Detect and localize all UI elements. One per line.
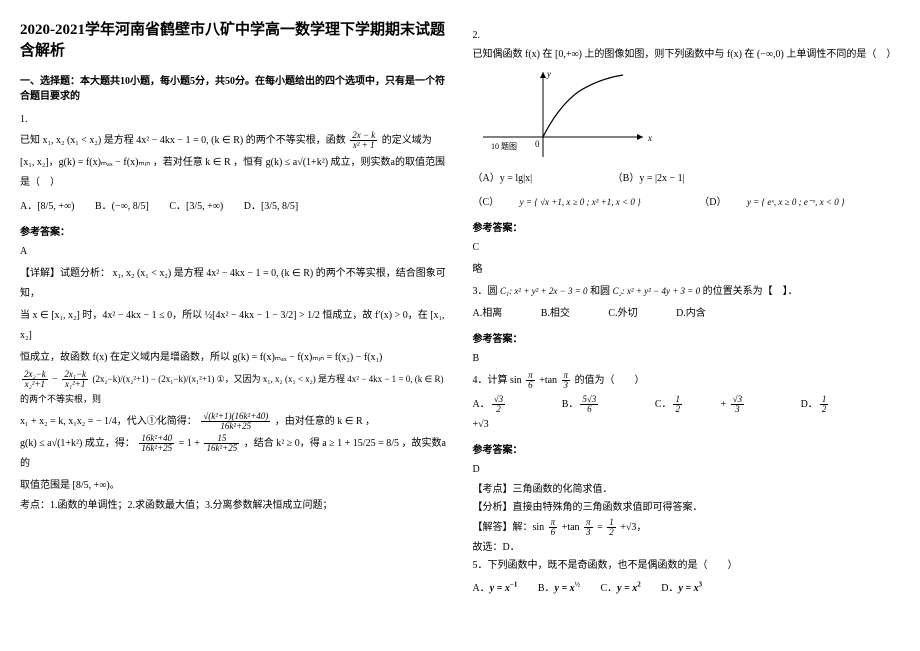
q4-optB: B．5√36 bbox=[562, 399, 635, 410]
q2-l1: 已知偶函数 f(x) 在 [0,+∞) 上的图像如图，则下列函数中与 f(x) … bbox=[473, 47, 901, 63]
section1-head: 一、选择题：本大题共10小题，每小题5分，共50分。在每小题给出的四个选项中，只… bbox=[20, 74, 448, 104]
svg-text:0: 0 bbox=[535, 139, 540, 149]
q2-ans-head: 参考答案： bbox=[473, 219, 901, 234]
q1-fx: 2x − kx² + 1 bbox=[350, 131, 377, 150]
q1-exp4: 2x₂−kx₂²+1 − 2x₁−kx₁²+1 (2x₂−k)/(x₂²+1) … bbox=[20, 370, 448, 410]
q2-optB: （B）y = |2x − 1| bbox=[613, 173, 685, 184]
q1-exp5: x₁ + x₂ = k, x₁x₂ = − 1/4，代入①化简得： √(k²+1… bbox=[20, 412, 448, 432]
curve-graph-icon: x y 0 10 题图 bbox=[473, 67, 653, 162]
q1-ans: A bbox=[20, 242, 448, 262]
q2-optC: （C） y = { √x +1, x ≥ 0 ; x³ +1, x < 0 } bbox=[473, 197, 662, 208]
q5-optC: C．y = x2 bbox=[600, 583, 640, 594]
q1-exp1: 【详解】试题分析： x₁, x₂ (x₁ < x₂) 是方程 4x² − 4kx… bbox=[20, 264, 448, 304]
q4-stem: 4．计算 sin π6 +tan π3 的值为（ ） bbox=[473, 371, 901, 391]
q1-exp7: 取值范围是 [8/5, +∞)。 bbox=[20, 476, 448, 496]
q4-ans: D bbox=[473, 460, 901, 480]
q1-num: 1. bbox=[20, 114, 448, 125]
q4-optA: A．√32 bbox=[473, 399, 542, 410]
q2-opts-row1: （A）y = lg|x| （B）y = |2x − 1| bbox=[473, 169, 901, 189]
q3-optD: D.内含 bbox=[676, 308, 706, 319]
q3-optC: C.外切 bbox=[608, 308, 637, 319]
q4-optC: C．12 + √33 bbox=[655, 399, 780, 410]
q5-opts: A．y = x−1 B．y = x½ C．y = x2 D．y = x3 bbox=[473, 578, 901, 599]
q1-optC: C．[3/5, +∞) bbox=[169, 201, 223, 212]
q4-ans-head: 参考答案： bbox=[473, 441, 901, 456]
svg-text:10 题图: 10 题图 bbox=[491, 142, 517, 151]
q3-optA: A.相离 bbox=[473, 308, 503, 319]
q4-fx: 【分析】直接由特殊角的三角函数求值即可得答案． bbox=[473, 500, 901, 516]
q1-optA: A．[8/5, +∞) bbox=[20, 201, 74, 212]
q4-sel: 故选：D． bbox=[473, 540, 901, 556]
q2-num: 2. bbox=[473, 30, 901, 41]
q1-exp6: g(k) ≤ a√(1+k²) 成立，得： 16k²+4016k²+25 = 1… bbox=[20, 434, 448, 474]
q1-optB: B．(−∞, 8/5] bbox=[95, 201, 149, 212]
q1-ans-head: 参考答案： bbox=[20, 223, 448, 238]
q2-optD: （D） y = { eˣ, x ≥ 0 ; e⁻ˣ, x < 0 } bbox=[699, 197, 862, 208]
q2-optA: （A）y = lg|x| bbox=[473, 173, 533, 184]
svg-text:y: y bbox=[546, 69, 551, 79]
doc-title: 2020-2021学年河南省鹤壁市八矿中学高一数学理下学期期末试题含解析 bbox=[20, 20, 448, 62]
q1-exp3: 恒成立，故函数 f(x) 在定义域内是增函数，所以 g(k) = f(x)ₘₐₓ… bbox=[20, 348, 448, 368]
q4-opts: A．√32 B．5√36 C．12 + √33 D．12 +√3 bbox=[473, 395, 901, 435]
q3-ans-head: 参考答案： bbox=[473, 330, 901, 345]
q2-ans: C bbox=[473, 238, 901, 258]
q5-optD: D．y = x3 bbox=[661, 583, 702, 594]
q1-kp: 考点：1.函数的单调性；2.求函数最大值；3.分离参数解决恒成立问题； bbox=[20, 498, 448, 514]
q4-jd: 【解答】解：sin π6 +tan π3 = 12 +√3， bbox=[473, 518, 901, 538]
q5-stem: 5．下列函数中，既不是奇函数，也不是偶函数的是（ ） bbox=[473, 558, 901, 574]
q5-optA: A．y = x−1 bbox=[473, 583, 518, 594]
q3-stem: 3．圆 C₁: x² + y² + 2x − 3 = 0 和圆 C₂: x² +… bbox=[473, 282, 901, 302]
q2-graph: x y 0 10 题图 bbox=[473, 67, 901, 165]
q3-ans: B bbox=[473, 349, 901, 369]
q3-opts: A.相离 B.相交 C.外切 D.内含 bbox=[473, 304, 901, 324]
q1-l2: [x₁, x₂]，g(k) = f(x)ₘₐₓ − f(x)ₘᵢₙ ，若对任意 … bbox=[20, 153, 448, 193]
q5-optB: B．y = x½ bbox=[538, 583, 580, 594]
q2-note: 略 bbox=[473, 260, 901, 280]
q1-l1: 已知 x₁, x₂ (x₁ < x₂) 是方程 4x² − 4kx − 1 = … bbox=[20, 131, 448, 151]
q2-opts-row2: （C） y = { √x +1, x ≥ 0 ; x³ +1, x < 0 } … bbox=[473, 193, 901, 213]
q1-exp2: 当 x ∈ [x₁, x₂] 时，4x² − 4kx − 1 ≤ 0，所以 ½[… bbox=[20, 306, 448, 346]
q3-optB: B.相交 bbox=[541, 308, 570, 319]
q4-kp: 【考点】三角函数的化简求值． bbox=[473, 482, 901, 498]
q1-optD: D．[3/5, 8/5] bbox=[244, 201, 298, 212]
svg-text:x: x bbox=[647, 133, 652, 143]
q1-opts: A．[8/5, +∞) B．(−∞, 8/5] C．[3/5, +∞) D．[3… bbox=[20, 197, 448, 217]
